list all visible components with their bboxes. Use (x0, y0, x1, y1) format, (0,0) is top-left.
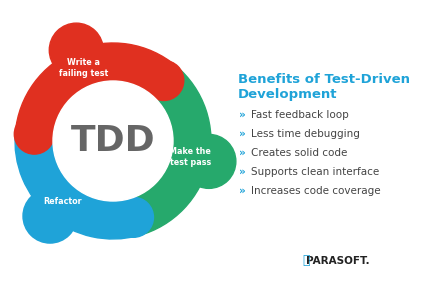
Circle shape (14, 114, 54, 154)
Circle shape (144, 61, 184, 100)
Text: Make the
test pass: Make the test pass (169, 147, 211, 168)
Text: Ⓟ: Ⓟ (302, 254, 309, 267)
Text: Write a
failing test: Write a failing test (59, 58, 108, 78)
Circle shape (113, 197, 153, 237)
Circle shape (49, 23, 103, 77)
Text: Less time debugging: Less time debugging (251, 129, 360, 139)
Text: »: » (239, 110, 246, 120)
Wedge shape (15, 132, 139, 239)
Text: TDD: TDD (71, 124, 155, 158)
Circle shape (23, 189, 77, 243)
Text: Benefits of Test-Driven
Development: Benefits of Test-Driven Development (238, 73, 410, 101)
Wedge shape (128, 66, 211, 236)
Text: Creates solid code: Creates solid code (251, 148, 347, 158)
Wedge shape (15, 43, 176, 136)
Text: »: » (239, 129, 246, 139)
Text: »: » (239, 186, 246, 196)
Circle shape (53, 81, 173, 201)
Circle shape (182, 134, 236, 188)
Text: Supports clean interface: Supports clean interface (251, 167, 379, 177)
Text: »: » (239, 167, 246, 177)
Text: Refactor: Refactor (43, 197, 82, 206)
Text: PARASOFT.: PARASOFT. (306, 256, 370, 266)
Text: Fast feedback loop: Fast feedback loop (251, 110, 349, 120)
Text: Increases code coverage: Increases code coverage (251, 186, 381, 196)
Circle shape (54, 82, 172, 200)
Text: »: » (239, 148, 246, 158)
